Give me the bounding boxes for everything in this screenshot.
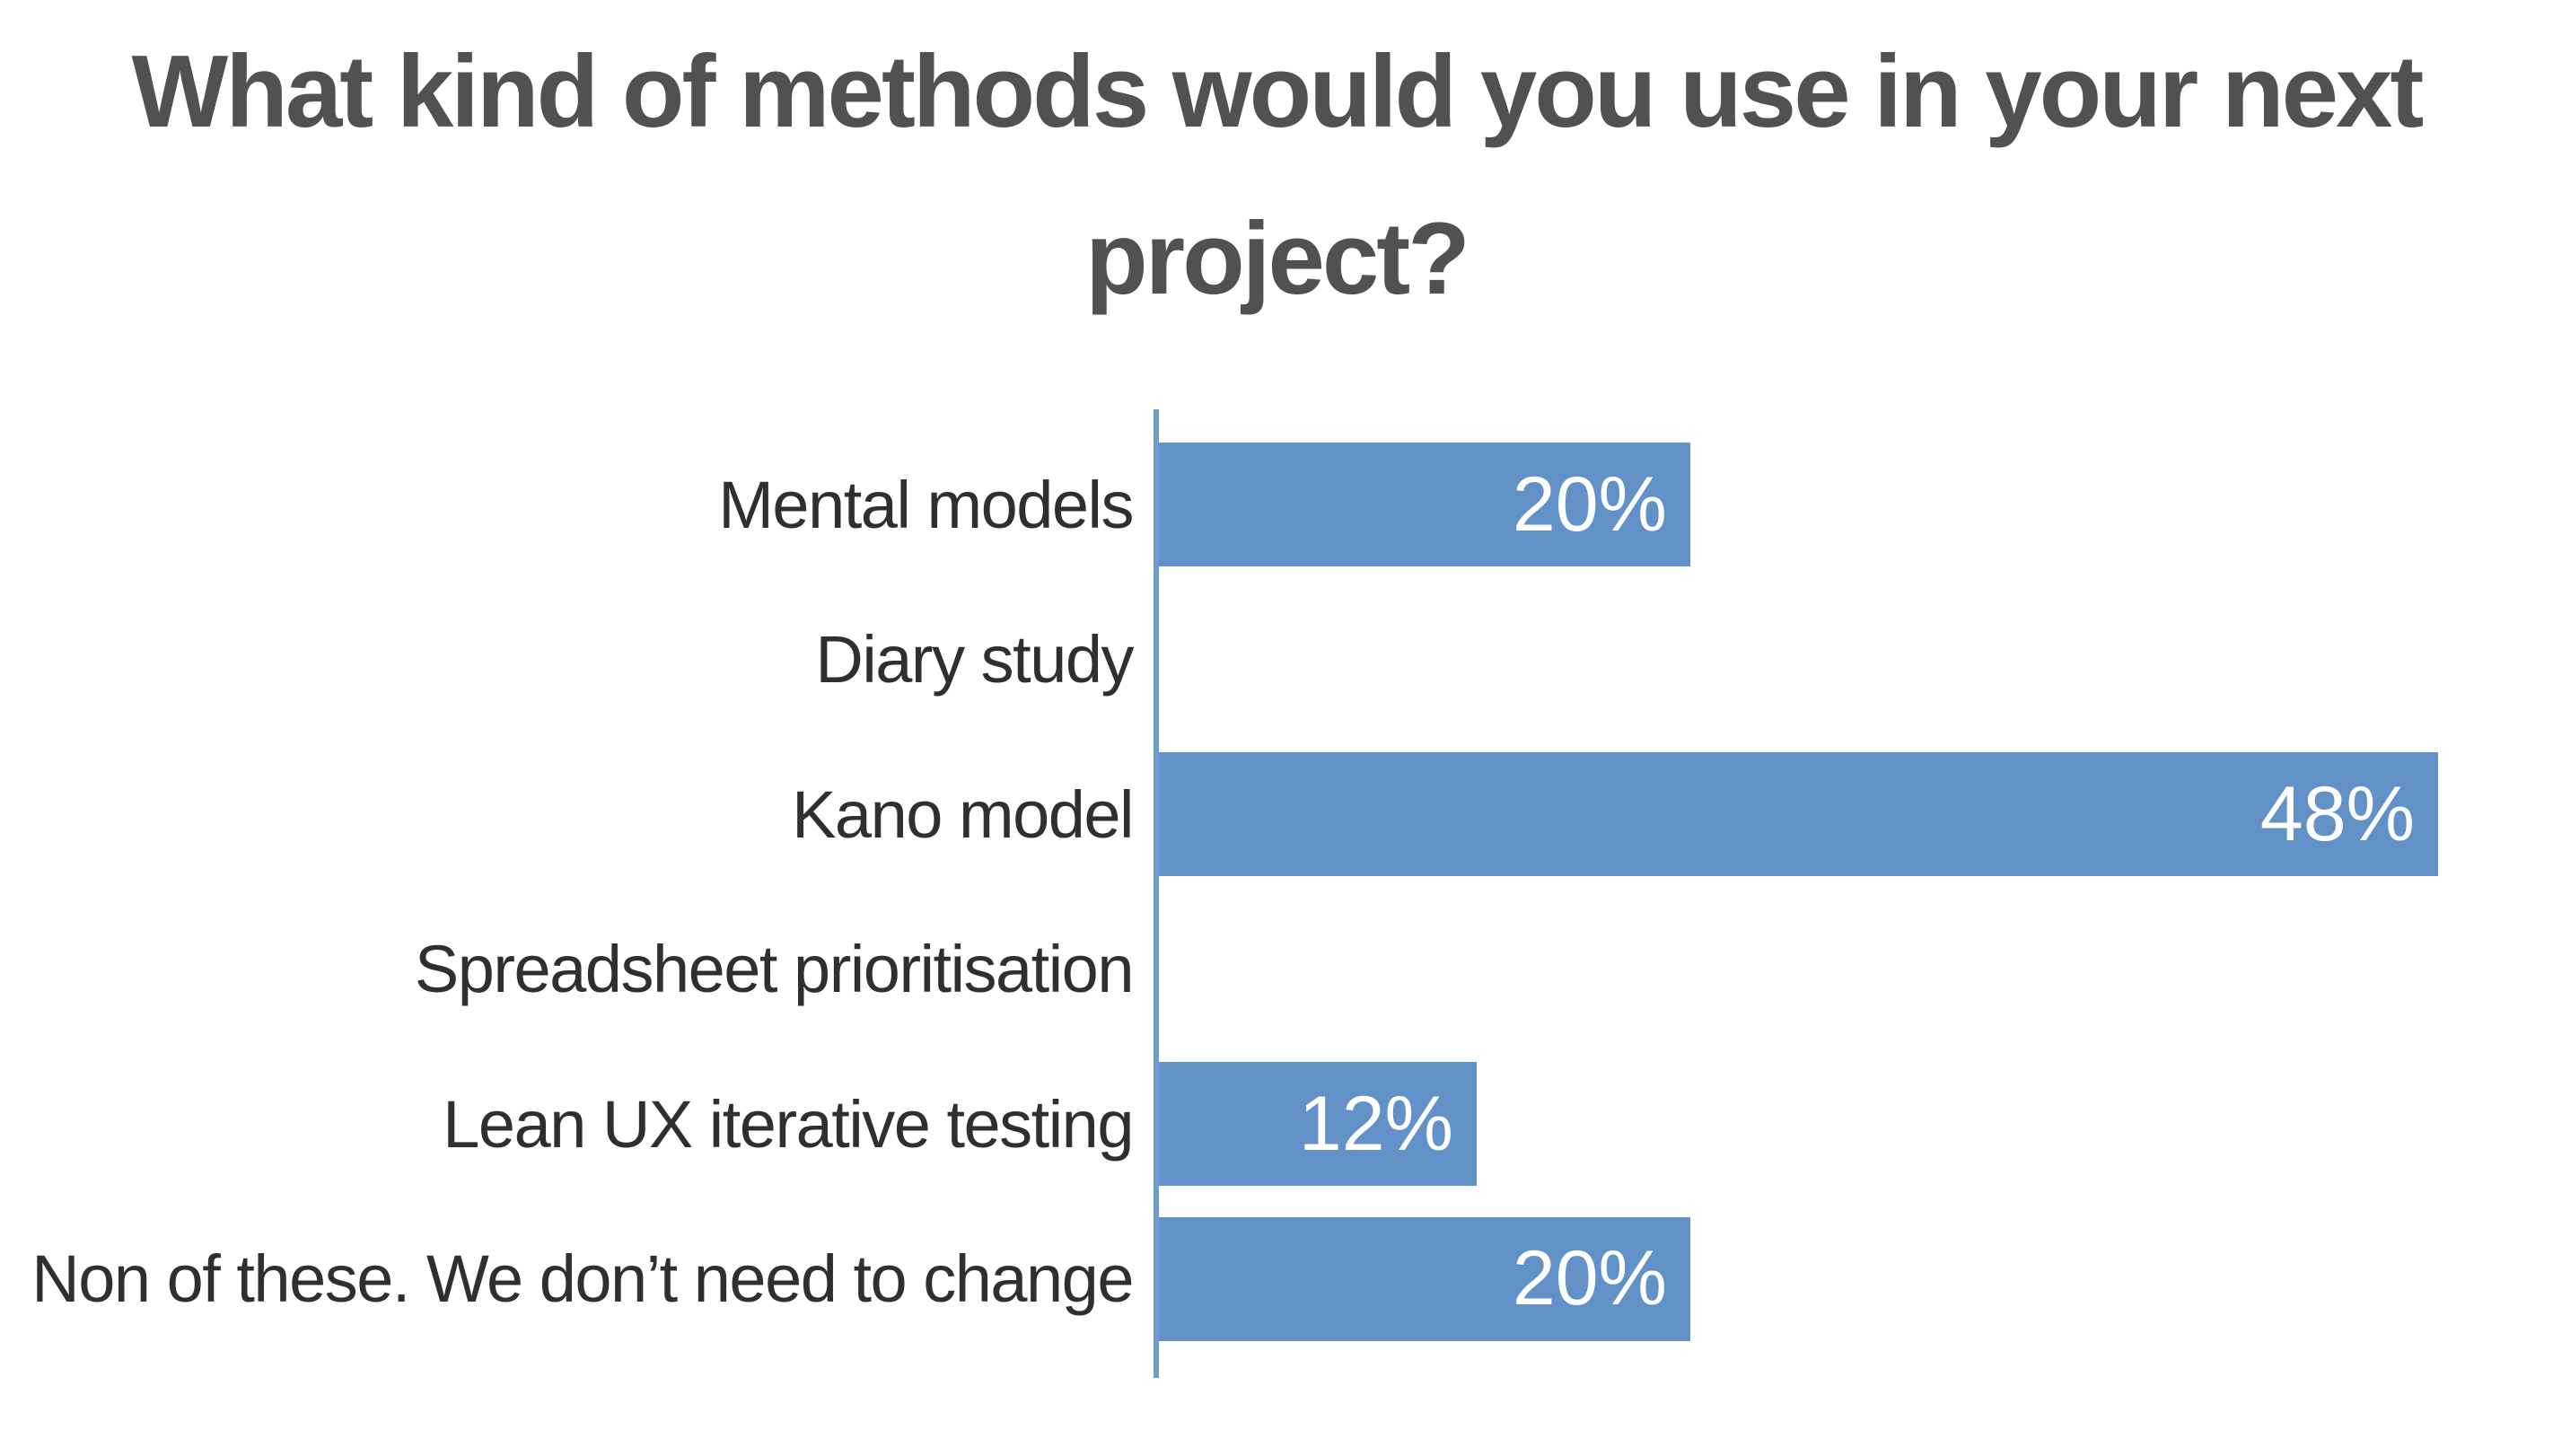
chart-title-line-2: project? bbox=[1085, 202, 1470, 316]
bar: 20% bbox=[1156, 443, 1690, 566]
chart-row: Spreadsheet prioritisation bbox=[0, 908, 2553, 1031]
category-label: Spreadsheet prioritisation bbox=[414, 932, 1135, 1006]
bar-value-label: 20% bbox=[1512, 460, 1667, 548]
category-label: Diary study bbox=[815, 622, 1134, 697]
bar: 48% bbox=[1156, 752, 2438, 876]
chart-row: Diary study bbox=[0, 598, 2553, 722]
bar: 20% bbox=[1156, 1216, 1690, 1341]
bar-value-label: 12% bbox=[1298, 1080, 1453, 1167]
chart-row: Mental models 20% bbox=[0, 443, 2553, 566]
bar-value-label: 48% bbox=[2259, 770, 2415, 857]
chart-title-line-1: What kind of methods would you use in yo… bbox=[131, 35, 2425, 149]
bar-area bbox=[1156, 908, 2553, 1031]
bar-area: 20% bbox=[1156, 1216, 2553, 1341]
category-label: Lean UX iterative testing bbox=[443, 1086, 1134, 1162]
chart-row: Non of these. We don’t need to change 20% bbox=[0, 1216, 2553, 1341]
chart-row: Lean UX iterative testing 12% bbox=[0, 1062, 2553, 1186]
chart-rows: Mental models 20% Diary study Kano model 48%… bbox=[0, 443, 2553, 1372]
category-label: Non of these. We don’t need to change bbox=[31, 1241, 1134, 1316]
category-label: Mental models bbox=[718, 467, 1134, 542]
bar-area: 12% bbox=[1156, 1062, 2553, 1186]
bar-area: 20% bbox=[1156, 443, 2553, 566]
bar: 12% bbox=[1156, 1062, 1477, 1186]
chart-title: What kind of methods would you use in yo… bbox=[0, 9, 2553, 343]
bar-area bbox=[1156, 598, 2553, 722]
bar-area: 48% bbox=[1156, 752, 2553, 876]
category-label: Kano model bbox=[792, 776, 1134, 852]
chart-row: Kano model 48% bbox=[0, 752, 2553, 876]
y-axis-line bbox=[1154, 409, 1159, 1378]
bar-value-label: 20% bbox=[1512, 1235, 1667, 1321]
